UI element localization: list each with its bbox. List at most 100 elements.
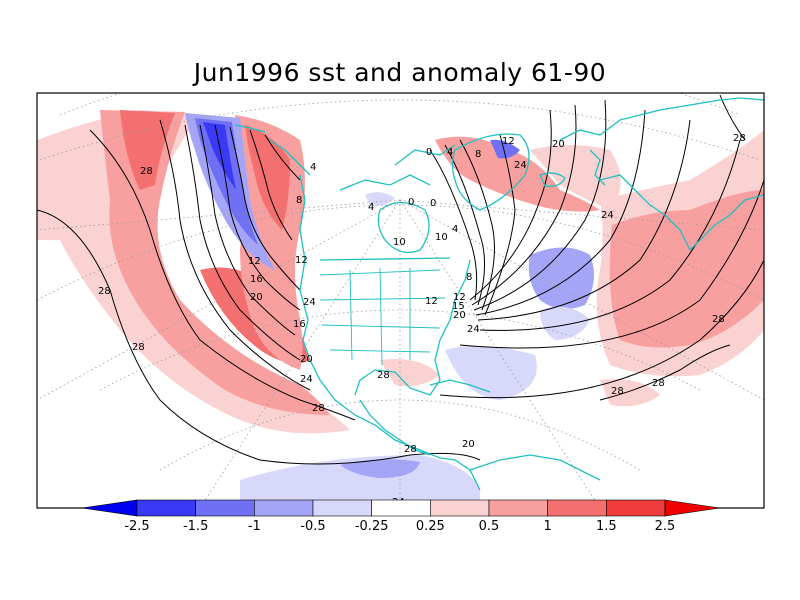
coastlines <box>234 97 764 491</box>
colorbar-bin-6 <box>430 499 490 517</box>
contour-lab-4 <box>444 144 486 306</box>
map-title: Jun1996 sst and anomaly 61-90 <box>193 58 607 87</box>
contour-20 <box>184 124 301 361</box>
contour-label-10: 10 <box>393 237 406 248</box>
anomaly-blue-south-core <box>340 459 420 478</box>
contour-label-0a: 0 <box>426 147 432 158</box>
contour-label-28f: 28 <box>611 386 624 397</box>
contour-atl-20 <box>477 119 691 321</box>
colorbar-tick-label: -1 <box>248 519 261 534</box>
colorbar-bin-3 <box>254 499 314 517</box>
contour-atl-16 <box>475 109 646 316</box>
coast-central-america <box>359 399 431 456</box>
contour-label-12c: 12 <box>502 136 515 147</box>
contour-label-4d: 4 <box>368 202 374 213</box>
coast-na-west <box>299 174 481 491</box>
contour-12 <box>214 124 301 311</box>
contour-atl-28 <box>439 259 764 399</box>
colorbar-bin-4 <box>312 499 372 517</box>
coast-alaska <box>269 139 311 176</box>
contour-16 <box>199 124 296 336</box>
meridian-3 <box>399 199 601 508</box>
colorbar-bin-5 <box>371 499 431 517</box>
colorbar-tick-label: -2.5 <box>124 519 149 534</box>
contour-atl-12 <box>473 99 607 311</box>
contour-lab-8 <box>459 139 495 311</box>
coast-greenland <box>451 133 530 211</box>
contour-label-0c: 0 <box>408 197 414 208</box>
coast-south-america <box>469 454 601 481</box>
colorbar-tick-label: -0.5 <box>300 519 325 534</box>
contour-label-12b: 12 <box>453 292 466 303</box>
meridian-4 <box>37 199 401 401</box>
parallel-5 <box>159 399 641 471</box>
parallel-2 <box>39 99 761 161</box>
contour-label-28a: 28 <box>140 166 153 177</box>
contour-label-20a: 20 <box>300 354 313 365</box>
anomaly-light-red-norway-sea <box>530 145 621 210</box>
us-canada-border <box>319 257 451 261</box>
contour-label-24c: 24 <box>601 210 614 221</box>
contour-atl-24 <box>479 139 741 331</box>
contour-label-4a: 4 <box>310 162 316 173</box>
colorbar-bin-7 <box>488 499 548 517</box>
anomaly-red-core-gulf <box>245 125 290 230</box>
parallel-1 <box>59 93 741 116</box>
contour-label-28b: 28 <box>98 286 111 297</box>
contour-atl-4 <box>469 109 552 301</box>
contour-label-8b: 8 <box>466 272 472 283</box>
contour-label-12a: 12 <box>295 255 308 266</box>
anomaly-light-blue-south <box>240 455 480 508</box>
contour-label-28d: 28 <box>712 314 725 325</box>
coast-scandinavia <box>589 149 606 186</box>
contour-atl-28b <box>599 344 731 401</box>
us-state-borders <box>319 267 446 366</box>
anomaly-mid-red-nw-pacific <box>100 110 330 415</box>
anomaly-red-core-nw <box>120 110 175 190</box>
contour-atl-26 <box>459 179 764 349</box>
anomaly-blue-mid-atlantic <box>528 247 594 309</box>
coast-iceland <box>539 172 566 187</box>
contour-label-28c: 28 <box>733 133 746 144</box>
contour-label-24a: 24 <box>300 374 313 385</box>
contour-label-10b: 10 <box>435 232 448 243</box>
anomaly-light-red-gulf-mexico <box>380 359 440 387</box>
contour-label-24f: 24 <box>514 160 527 171</box>
anomaly-blue-baffin <box>490 139 520 159</box>
sst-contours <box>37 94 764 465</box>
contour-28-inner <box>89 129 356 421</box>
colorbar-bin-9 <box>606 499 666 517</box>
contour-label-24e: 24 <box>303 297 316 308</box>
coast-caribbean <box>429 379 491 393</box>
contour-label-4b: 4 <box>452 224 458 235</box>
coast-arctic-islands-2 <box>394 144 456 166</box>
colorbar-bin-0 <box>81 499 138 517</box>
anomaly-red-north-atlantic <box>435 136 600 212</box>
contour-lab-12 <box>484 134 516 316</box>
colorbar-tick-label: 1.5 <box>596 519 617 534</box>
colorbar: -2.5 -1.5 -1 -0.5 -0.25 0.25 0.5 1 1.5 2.5 <box>81 499 721 534</box>
anomaly-light-blue-mid-atlantic <box>540 306 590 340</box>
contour-2 <box>264 134 301 181</box>
coast-arctic-islands <box>339 174 431 191</box>
meridian-2 <box>199 199 401 508</box>
contour-label-8c: 8 <box>475 149 481 160</box>
coast-europe-north <box>559 97 764 141</box>
anomaly-mid-red-east-atlantic <box>609 190 764 348</box>
anomaly-blue-tongue-deep <box>203 122 236 190</box>
contour-label-16: 16 <box>293 319 306 330</box>
colorbar-tick-label: -0.25 <box>355 519 389 534</box>
coast-na-east <box>354 259 471 396</box>
colorbar-tick-label: -1.5 <box>183 519 208 534</box>
coast-europe-west <box>599 174 764 252</box>
contour-label-20b: 20 <box>453 310 466 321</box>
contour-label-16b: 16 <box>250 274 263 285</box>
contour-label-28j: 28 <box>377 370 390 381</box>
coast-aleutians <box>234 124 266 133</box>
contour-label-4c: 4 <box>447 147 453 158</box>
anomaly-light-blue-west-atlantic <box>445 346 537 400</box>
contour-label-28g: 28 <box>404 444 417 455</box>
contour-4 <box>249 129 293 241</box>
contour-label-20e: 20 <box>462 439 475 450</box>
